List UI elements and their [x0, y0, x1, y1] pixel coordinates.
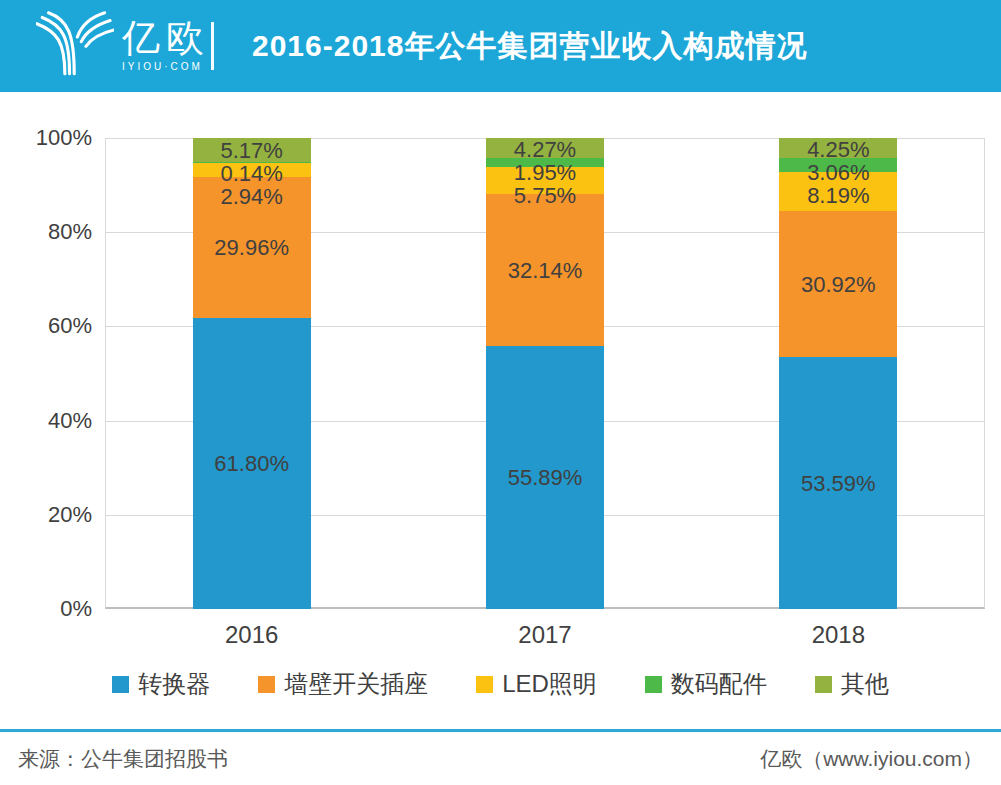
- segment-value-label: 8.19%: [758, 183, 918, 209]
- y-axis-tick-label: 20%: [0, 502, 92, 528]
- page-title: 2016-2018年公牛集团营业收入构成情况: [252, 0, 807, 92]
- legend-marker-icon: [476, 676, 493, 693]
- iyiou-logo: 亿欧 IYIOU·COM: [36, 8, 210, 80]
- header-banner: 亿欧 IYIOU·COM 2016-2018年公牛集团营业收入构成情况: [0, 0, 1001, 92]
- legend-marker-icon: [258, 676, 275, 693]
- segment-value-label: 30.92%: [758, 272, 918, 298]
- iyiou-logo-icon: [36, 8, 114, 80]
- legend-item-数码配件: 数码配件: [645, 668, 767, 700]
- logo-en-label: IYIOU·COM: [122, 61, 210, 72]
- x-axis-category-label: 2018: [758, 621, 918, 649]
- segment-value-label: 5.75%: [465, 183, 625, 209]
- legend-label: 墙壁开关插座: [284, 668, 428, 700]
- footer-divider: [0, 729, 1001, 732]
- segment-value-label: 2.94%: [172, 184, 332, 210]
- x-axis-category-label: 2017: [465, 621, 625, 649]
- footer-source: 来源：公牛集团招股书: [18, 745, 228, 773]
- chart-legend: 转换器 墙壁开关插座 LED照明 数码配件 其他: [0, 668, 1001, 700]
- y-axis-tick-label: 40%: [0, 408, 92, 434]
- legend-item-转换器: 转换器: [112, 668, 210, 700]
- legend-label: 其他: [841, 668, 889, 700]
- y-axis-tick-label: 80%: [0, 219, 92, 245]
- segment-value-label: 61.80%: [172, 451, 332, 477]
- iyiou-logo-text: 亿欧 IYIOU·COM: [122, 17, 210, 72]
- segment-value-label: 32.14%: [465, 258, 625, 284]
- legend-item-墙壁开关插座: 墙壁开关插座: [258, 668, 428, 700]
- legend-item-其他: 其他: [815, 668, 889, 700]
- y-axis-tick-label: 60%: [0, 313, 92, 339]
- segment-value-label: 29.96%: [172, 235, 332, 261]
- legend-label: 数码配件: [671, 668, 767, 700]
- segment-value-label: 55.89%: [465, 465, 625, 491]
- segment-value-label: 53.59%: [758, 471, 918, 497]
- legend-marker-icon: [645, 676, 662, 693]
- x-axis-category-label: 2016: [172, 621, 332, 649]
- header-divider: [211, 22, 214, 70]
- page: 亿欧 IYIOU·COM 2016-2018年公牛集团营业收入构成情况 0% 20…: [0, 0, 1001, 785]
- legend-item-LED照明: LED照明: [476, 668, 597, 700]
- y-axis-tick-label: 100%: [0, 125, 92, 151]
- legend-label: LED照明: [502, 668, 597, 700]
- logo-cn-label: 亿欧: [122, 17, 210, 59]
- legend-marker-icon: [815, 676, 832, 693]
- legend-label: 转换器: [138, 668, 210, 700]
- legend-marker-icon: [112, 676, 129, 693]
- footer-credit: 亿欧（www.iyiou.com）: [760, 745, 983, 773]
- y-axis-tick-label: 0%: [0, 596, 92, 622]
